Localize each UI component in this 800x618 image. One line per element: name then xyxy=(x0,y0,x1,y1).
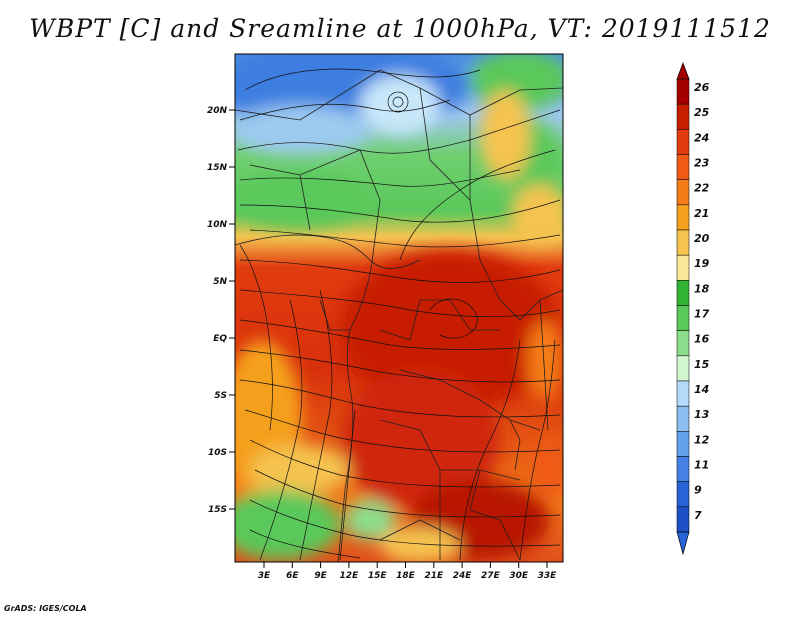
colorbar-swatch xyxy=(676,78,690,105)
country-boundaries xyxy=(235,69,563,562)
colorbar-swatch xyxy=(676,456,690,482)
lat-tick-label: 5S xyxy=(214,391,227,401)
grads-credit: GrADS: IGES/COLA xyxy=(4,604,87,613)
colorbar-swatch xyxy=(676,179,690,206)
colorbar-swatch xyxy=(676,405,690,432)
colorbar-level-label: 12 xyxy=(694,433,710,446)
colorbar-swatch xyxy=(676,431,690,457)
colorbar-level-label: 17 xyxy=(694,308,710,321)
colorbar-swatch xyxy=(676,330,690,357)
colorbar-swatch xyxy=(676,355,690,382)
lat-tick-label: 10S xyxy=(208,448,227,458)
longitude-axis: 3E 6E 9E 12E 15E 18E 21E 24E 27E 30E 33E xyxy=(258,562,557,581)
colorbar-under-triangle xyxy=(676,531,690,556)
lat-tick-label: 15S xyxy=(208,505,227,515)
colorbar-level-label: 25 xyxy=(694,106,710,119)
lon-tick-label: 6E xyxy=(286,571,299,581)
lat-tick-label: EQ xyxy=(213,334,227,344)
colorbar-level-label: 19 xyxy=(694,257,710,270)
colorbar-swatch xyxy=(676,254,690,281)
colorbar-level-label: 18 xyxy=(694,282,710,295)
colorbar-level-label: 22 xyxy=(694,182,710,195)
map-frame xyxy=(234,53,564,563)
colorbar-swatch xyxy=(676,481,690,508)
map-title: WBPT [C] and Sreamline at 1000hPa, VT: 2… xyxy=(29,14,771,43)
lat-tick-label: 15N xyxy=(207,163,228,173)
colorbar-level-label: 16 xyxy=(694,333,710,346)
lon-tick-label: 21E xyxy=(424,571,444,581)
wbpt-field xyxy=(235,54,563,562)
lon-tick-label: 15E xyxy=(368,571,388,581)
lon-tick-label: 9E xyxy=(314,571,327,581)
colorbar-level-label: 20 xyxy=(694,232,710,245)
lat-tick-label: 10N xyxy=(207,220,228,230)
colorbar-swatch xyxy=(676,506,690,533)
colorbar-swatch xyxy=(676,380,690,407)
lon-tick-label: 33E xyxy=(538,571,558,581)
colorbar-swatch xyxy=(676,305,690,331)
colorbar-level-label: 24 xyxy=(694,131,709,144)
lat-tick-label: 5N xyxy=(213,277,227,287)
lon-tick-label: 24E xyxy=(453,571,473,581)
colorbar-swatch xyxy=(676,154,690,180)
colorbar-swatch xyxy=(676,229,690,256)
colorbar-level-label: 26 xyxy=(694,81,710,94)
colorbar-swatch xyxy=(676,103,690,130)
colorbar-level-label: 21 xyxy=(694,207,709,220)
colorbar-swatch xyxy=(676,129,690,155)
lon-tick-label: 18E xyxy=(396,571,416,581)
colorbar: 26 25 24 23 22 21 20 19 18 17 16 15 14 13 12 11 9 7 xyxy=(676,62,710,556)
colorbar-swatch xyxy=(676,204,690,231)
colorbar-level-label: 23 xyxy=(694,157,710,170)
latitude-axis: 20N 15N 10N 5N EQ 5S 10S 15S xyxy=(207,106,235,515)
colorbar-level-label: 13 xyxy=(694,408,710,421)
lon-tick-label: 30E xyxy=(509,571,529,581)
lon-tick-label: 12E xyxy=(340,571,360,581)
colorbar-over-triangle xyxy=(676,62,690,80)
colorbar-level-label: 7 xyxy=(694,509,702,522)
lon-tick-label: 27E xyxy=(481,571,501,581)
colorbar-level-label: 9 xyxy=(694,484,702,497)
streamlines xyxy=(237,68,561,561)
lat-tick-label: 20N xyxy=(207,106,228,116)
lon-tick-label: 3E xyxy=(258,571,271,581)
colorbar-level-label: 11 xyxy=(694,459,709,472)
colorbar-level-label: 15 xyxy=(694,358,710,371)
colorbar-swatch xyxy=(676,280,690,306)
colorbar-level-label: 14 xyxy=(694,383,709,396)
